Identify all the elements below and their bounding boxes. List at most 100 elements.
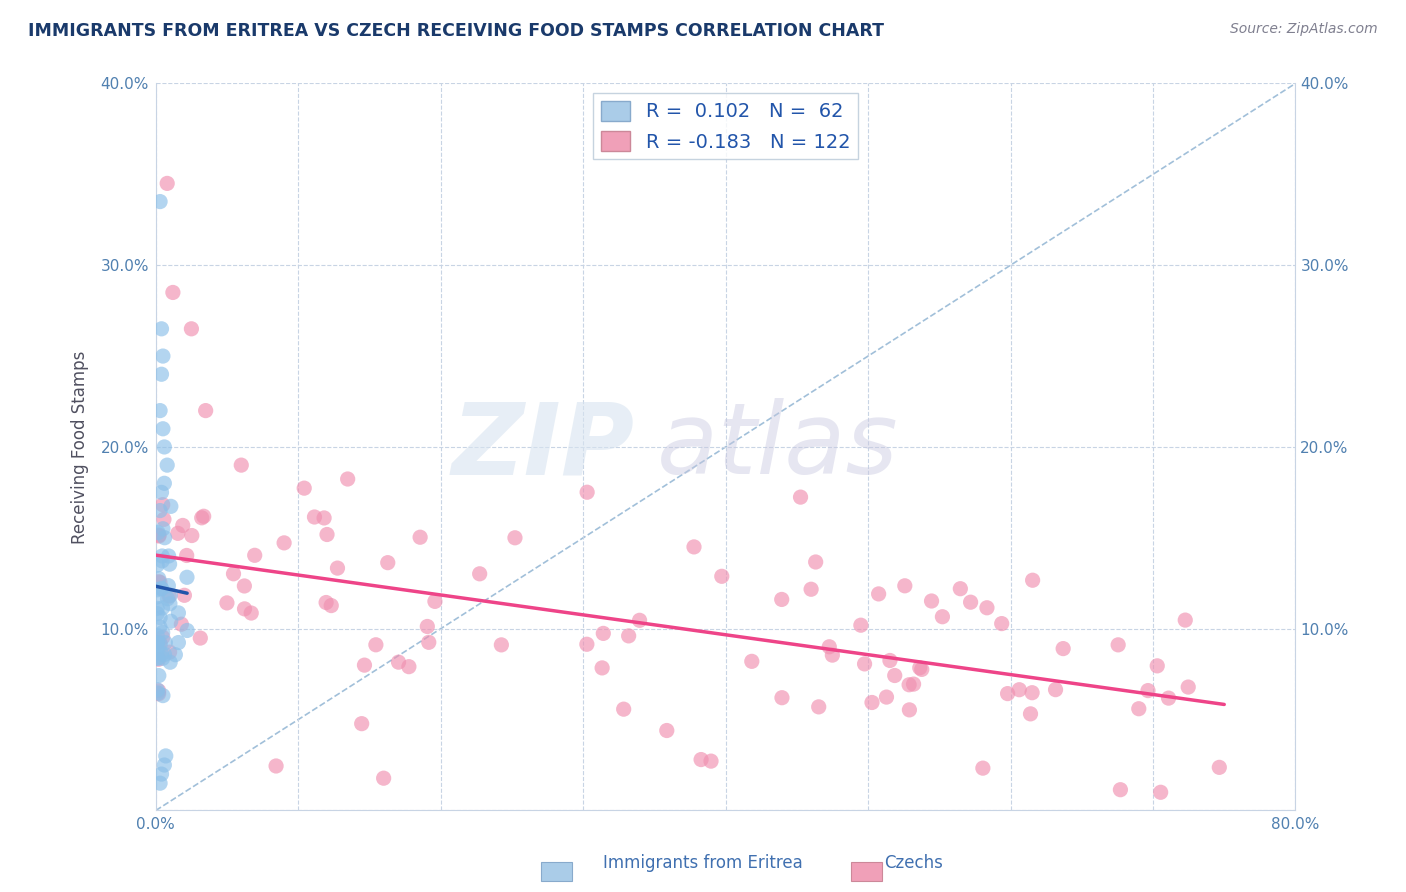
Point <box>326 561 349 575</box>
Point <box>1107 638 1129 652</box>
Point <box>976 600 998 615</box>
Text: IMMIGRANTS FROM ERITREA VS CZECH RECEIVING FOOD STAMPS CORRELATION CHART: IMMIGRANTS FROM ERITREA VS CZECH RECEIVI… <box>28 22 884 40</box>
Point <box>146 651 169 665</box>
Point <box>853 657 876 671</box>
Point <box>821 648 844 662</box>
Point <box>321 599 343 613</box>
Point <box>364 638 387 652</box>
Point <box>193 509 215 524</box>
Point <box>180 322 202 336</box>
Point <box>628 613 651 627</box>
Point <box>146 628 169 642</box>
Point <box>314 511 336 525</box>
Point <box>172 518 194 533</box>
Point <box>156 458 179 472</box>
Point <box>146 635 169 649</box>
Point <box>155 748 177 763</box>
Point <box>156 591 179 606</box>
Point <box>152 601 174 615</box>
Point <box>150 767 173 781</box>
Point <box>222 566 245 581</box>
Point <box>152 522 174 536</box>
Point <box>146 642 169 657</box>
Point <box>150 322 173 336</box>
Point <box>416 619 439 633</box>
Point <box>215 596 238 610</box>
Point <box>373 771 395 785</box>
Point <box>150 485 173 500</box>
Point <box>176 570 198 584</box>
Point <box>591 661 613 675</box>
Point <box>849 618 872 632</box>
Point <box>152 422 174 436</box>
Point <box>146 525 169 540</box>
Point <box>1128 702 1150 716</box>
Point <box>190 511 212 525</box>
Point <box>176 624 198 638</box>
Point <box>160 500 183 514</box>
Point <box>162 285 184 300</box>
Point <box>418 635 440 649</box>
Point <box>157 549 180 563</box>
Point <box>860 696 883 710</box>
Point <box>152 625 174 640</box>
Point <box>150 582 173 596</box>
Point <box>908 661 931 675</box>
Point <box>997 687 1019 701</box>
Point <box>146 558 169 573</box>
Point <box>423 594 446 608</box>
Point <box>1157 691 1180 706</box>
Point <box>148 572 170 586</box>
Point <box>894 579 917 593</box>
Point <box>683 540 706 554</box>
Point <box>503 531 526 545</box>
Point <box>770 592 793 607</box>
Point <box>1021 573 1043 587</box>
Point <box>173 588 195 602</box>
Point <box>1208 760 1230 774</box>
Point <box>194 403 217 417</box>
Point <box>149 635 172 649</box>
Point <box>146 636 169 650</box>
Point <box>148 528 170 542</box>
Point <box>233 602 256 616</box>
Point <box>146 637 169 651</box>
Point <box>149 620 172 634</box>
Point <box>350 716 373 731</box>
Point <box>804 555 827 569</box>
Point <box>655 723 678 738</box>
Text: Czechs: Czechs <box>884 855 943 872</box>
Point <box>146 686 169 700</box>
Point <box>377 556 399 570</box>
Point <box>165 648 187 662</box>
Point <box>592 626 614 640</box>
Point <box>150 368 173 382</box>
Point <box>931 609 953 624</box>
Point <box>911 662 934 676</box>
Point <box>491 638 513 652</box>
Point <box>898 678 921 692</box>
Point <box>972 761 994 775</box>
Point <box>700 754 723 768</box>
Point <box>1177 680 1199 694</box>
Point <box>1109 782 1132 797</box>
Point <box>153 512 176 526</box>
Point <box>387 655 409 669</box>
Point <box>159 645 181 659</box>
Point <box>741 654 763 668</box>
Point <box>875 690 897 704</box>
Point <box>903 677 925 691</box>
Point <box>166 526 188 541</box>
Point <box>146 601 169 615</box>
Point <box>170 617 193 632</box>
Point <box>159 588 181 602</box>
Point <box>149 776 172 790</box>
Point <box>231 458 253 472</box>
Point <box>148 683 170 698</box>
Point <box>233 579 256 593</box>
Point <box>770 690 793 705</box>
Point <box>1136 683 1159 698</box>
Point <box>153 758 176 772</box>
Point <box>879 653 901 667</box>
Point <box>148 652 170 666</box>
